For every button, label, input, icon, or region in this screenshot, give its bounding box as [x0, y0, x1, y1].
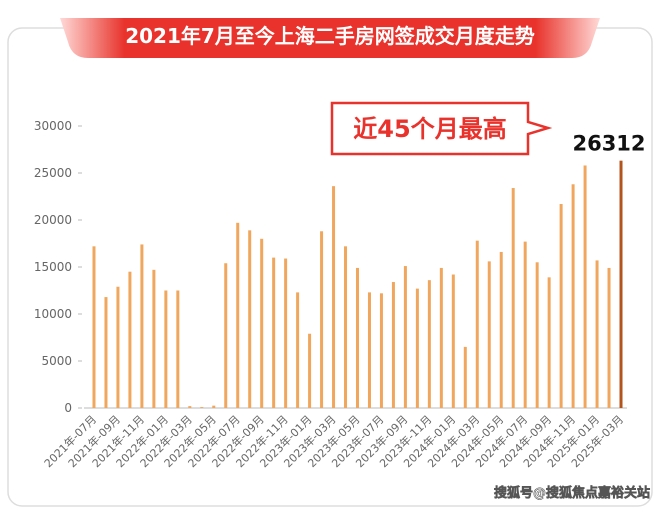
bar	[559, 204, 563, 408]
bar	[212, 405, 216, 408]
bar	[188, 406, 192, 408]
bar	[308, 333, 312, 408]
bar	[499, 251, 503, 408]
bar	[248, 230, 252, 408]
bar	[296, 292, 300, 408]
y-tick-label: 15000	[34, 260, 72, 274]
bar	[607, 267, 611, 408]
bar	[104, 297, 108, 408]
bar	[140, 244, 144, 408]
y-tick-label: 25000	[34, 166, 72, 180]
bar	[583, 165, 587, 408]
bar	[487, 261, 491, 408]
bar	[595, 260, 599, 408]
bar	[320, 231, 324, 408]
bar	[236, 222, 240, 408]
bar	[427, 280, 431, 408]
bar	[571, 184, 575, 408]
bar	[415, 288, 419, 408]
bar	[439, 267, 443, 408]
bar	[152, 269, 156, 408]
annotation: 近45个月最高	[353, 115, 506, 143]
bar	[523, 241, 527, 408]
bar	[284, 258, 288, 408]
bar	[224, 263, 228, 408]
chart-title: 2021年7月至今上海二手房网签成交月度走势	[125, 24, 535, 48]
bar	[379, 293, 383, 408]
bar	[128, 271, 132, 408]
bar	[463, 346, 467, 408]
bar	[451, 274, 455, 408]
title-banner	[60, 18, 600, 58]
bar	[272, 257, 276, 408]
bar	[260, 238, 264, 408]
bar	[391, 282, 395, 408]
y-tick-label: 20000	[34, 213, 72, 227]
bar	[403, 266, 407, 408]
data-label: 26312	[572, 132, 645, 156]
y-tick-label: 5000	[41, 354, 72, 368]
bar	[332, 186, 336, 408]
bar	[176, 290, 180, 408]
y-tick-label: 30000	[34, 119, 72, 133]
bar	[475, 240, 479, 408]
bar	[547, 277, 551, 408]
callout-box	[330, 101, 553, 156]
bar	[356, 267, 359, 408]
bar	[367, 292, 371, 408]
bar	[164, 290, 168, 408]
bar	[511, 188, 515, 408]
bar	[116, 286, 120, 408]
watermark: 搜狐号@搜狐焦点嘉裕关站	[494, 485, 650, 501]
bar	[535, 262, 539, 408]
y-tick-label: 10000	[34, 307, 72, 321]
bar	[92, 246, 96, 408]
y-tick-label: 0	[64, 401, 72, 415]
bar	[344, 246, 348, 408]
bar	[200, 407, 204, 408]
bar	[619, 160, 623, 408]
